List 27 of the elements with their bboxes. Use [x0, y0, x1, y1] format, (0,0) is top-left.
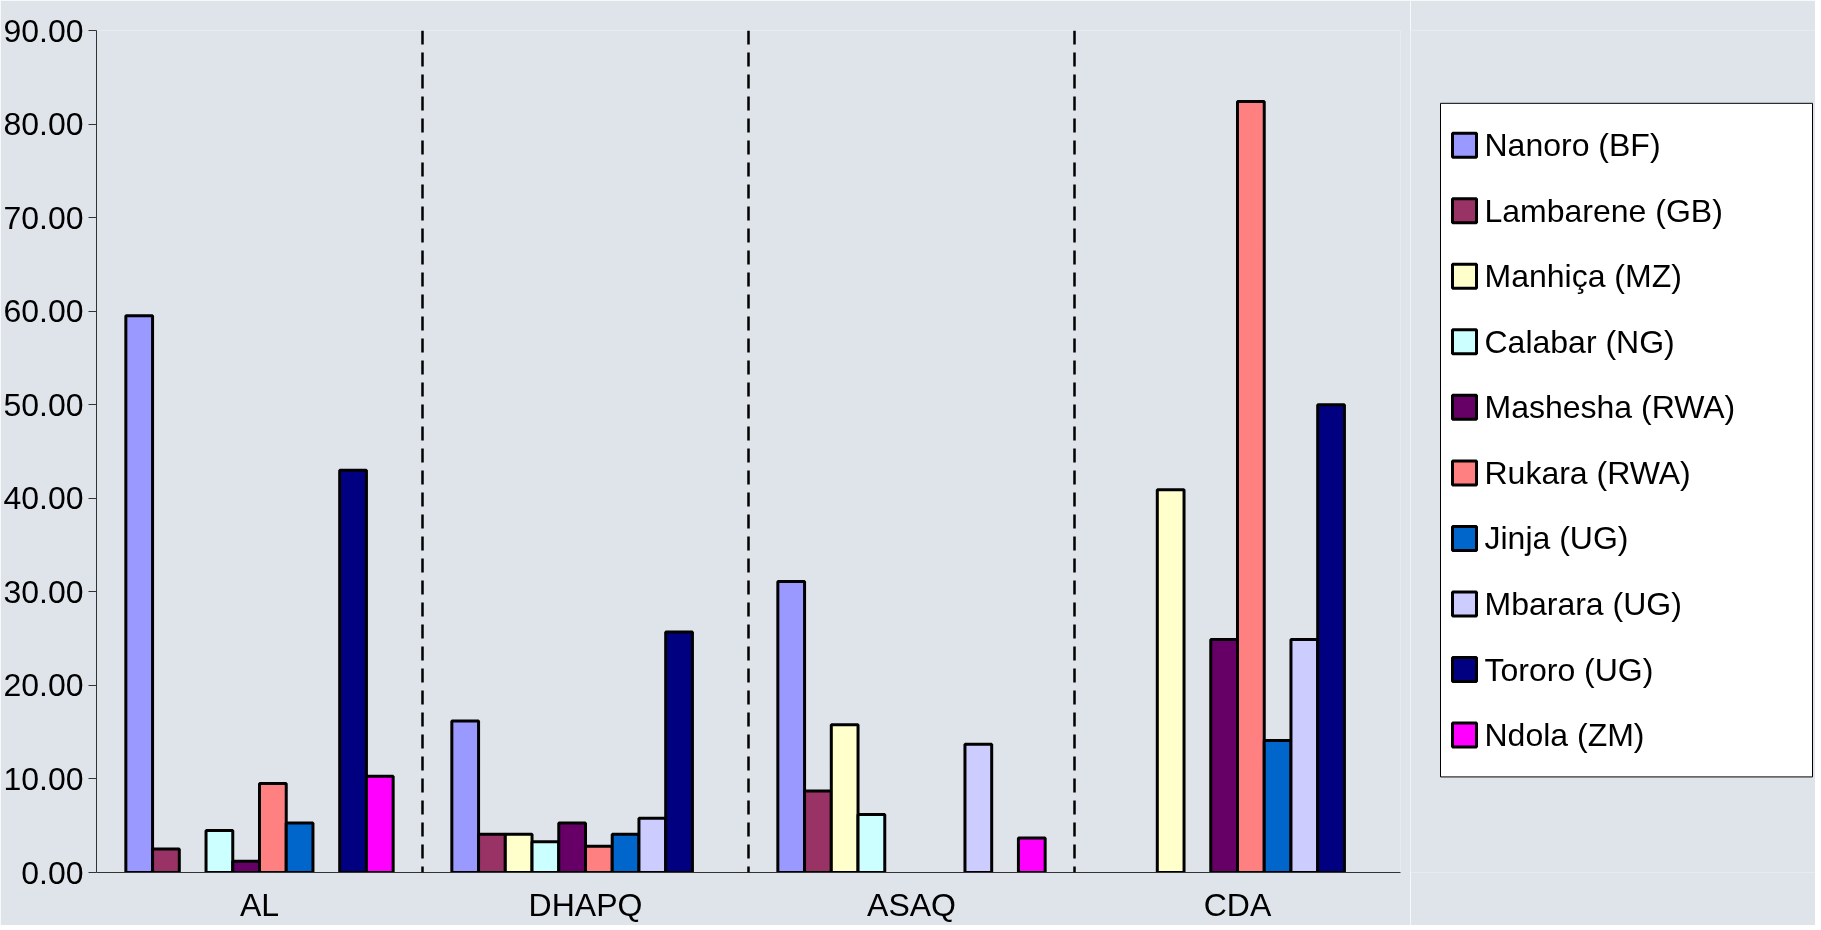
legend-label: Nanoro (BF) [1484, 127, 1661, 164]
legend-label: Mbarara (UG) [1484, 585, 1682, 622]
legend-label: Ndola (ZM) [1484, 717, 1645, 754]
y-tick-label: 50.00 [3, 386, 84, 423]
legend-label: Mashesha (RWA) [1484, 389, 1736, 426]
y-tick-label: 40.00 [3, 480, 84, 517]
legend-label: Tororo (UG) [1484, 651, 1654, 688]
y-tick-label: 0.00 [21, 854, 84, 891]
x-tick-label: AL [239, 886, 280, 923]
legend-label: Manhiça (MZ) [1484, 258, 1682, 295]
bar [963, 742, 994, 873]
bar [1155, 488, 1186, 873]
y-tick-label: 10.00 [3, 760, 84, 797]
x-tick-label: CDA [1203, 886, 1272, 923]
y-tick-label: 90.00 [3, 12, 84, 49]
legend-label: Rukara (RWA) [1484, 454, 1691, 491]
y-tick-label: 70.00 [3, 199, 84, 236]
y-tick-label: 80.00 [3, 106, 84, 143]
legend-label: Calabar (NG) [1484, 323, 1675, 360]
y-tick-label: 60.00 [3, 293, 84, 330]
x-tick-label: DHAPQ [528, 886, 643, 923]
y-tick-label: 30.00 [3, 573, 84, 610]
bar [1016, 836, 1047, 873]
y-tick-label: 20.00 [3, 667, 84, 704]
legend-label: Jinja (UG) [1484, 520, 1629, 557]
legend-label: Lambarene (GB) [1484, 192, 1723, 229]
x-tick-label: ASAQ [867, 886, 956, 923]
